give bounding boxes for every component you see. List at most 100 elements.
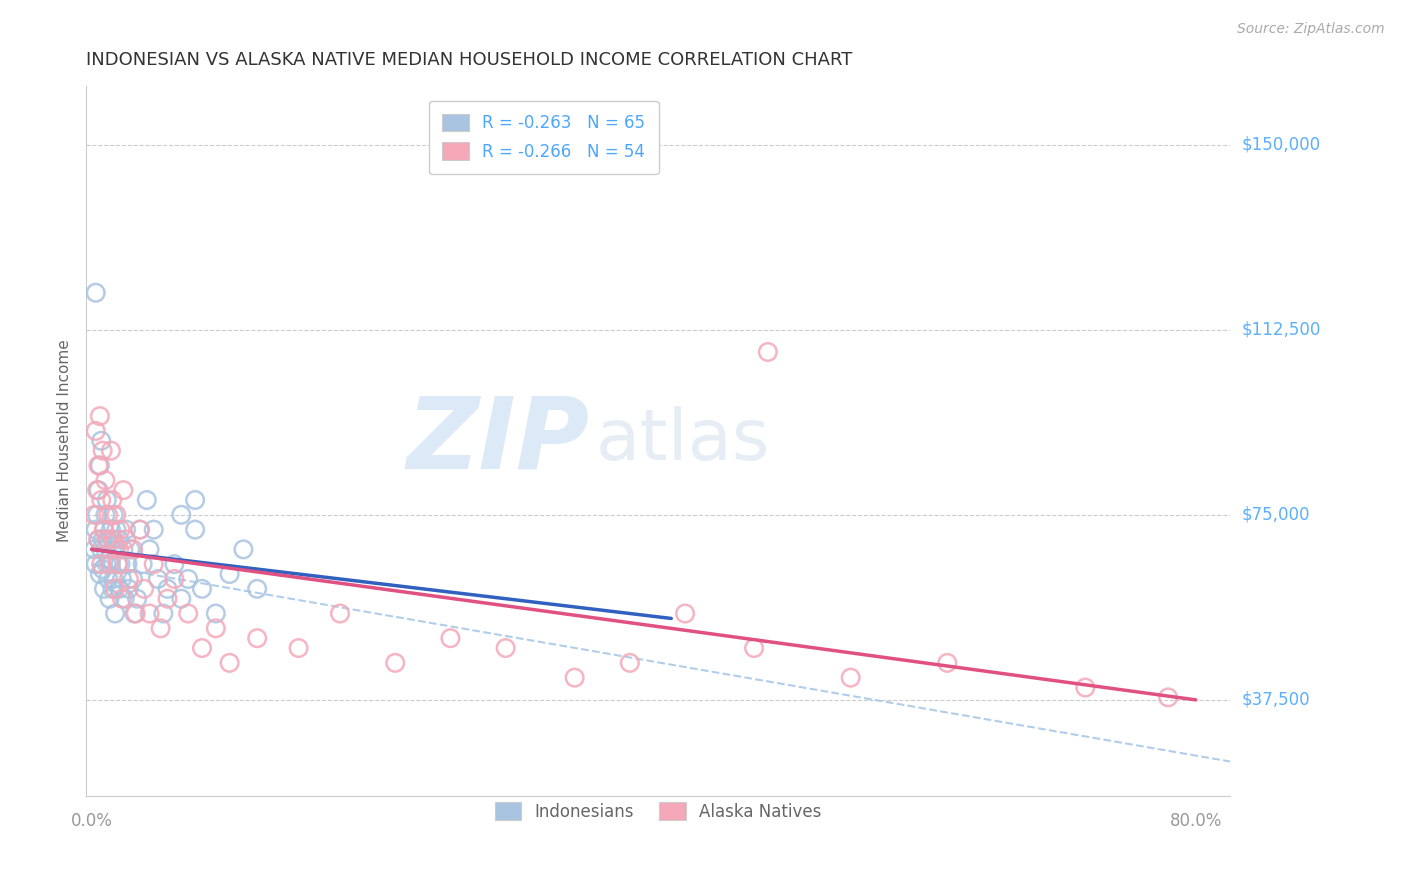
Point xyxy=(152,607,174,621)
Point xyxy=(204,621,226,635)
Point xyxy=(108,542,131,557)
Point xyxy=(184,493,207,508)
Point xyxy=(124,607,146,621)
Point xyxy=(84,523,107,537)
Text: ZIP: ZIP xyxy=(406,392,589,490)
Point xyxy=(84,424,107,438)
Point xyxy=(101,582,124,596)
Legend: Indonesians, Alaska Natives: Indonesians, Alaska Natives xyxy=(481,789,835,834)
Point xyxy=(108,533,131,547)
Point xyxy=(1074,681,1097,695)
Point xyxy=(117,557,139,571)
Point xyxy=(177,607,200,621)
Point xyxy=(98,591,121,606)
Point xyxy=(104,582,127,596)
Point xyxy=(118,582,141,596)
Point xyxy=(156,582,179,596)
Point xyxy=(93,582,115,596)
Point xyxy=(97,533,120,547)
Point xyxy=(91,443,114,458)
Point xyxy=(103,572,125,586)
Point xyxy=(138,542,160,557)
Point xyxy=(84,557,107,571)
Text: $75,000: $75,000 xyxy=(1241,506,1310,524)
Point xyxy=(112,483,135,497)
Point xyxy=(87,458,110,473)
Point xyxy=(105,508,128,522)
Point xyxy=(93,523,115,537)
Point xyxy=(100,443,122,458)
Point xyxy=(101,533,124,547)
Point xyxy=(108,582,131,596)
Text: INDONESIAN VS ALASKA NATIVE MEDIAN HOUSEHOLD INCOME CORRELATION CHART: INDONESIAN VS ALASKA NATIVE MEDIAN HOUSE… xyxy=(86,51,852,69)
Point xyxy=(89,458,111,473)
Point xyxy=(495,641,517,656)
Point xyxy=(170,591,193,606)
Point xyxy=(839,671,862,685)
Point xyxy=(87,533,110,547)
Point xyxy=(191,641,214,656)
Point xyxy=(93,523,115,537)
Point xyxy=(128,523,150,537)
Point xyxy=(84,285,107,300)
Point xyxy=(118,572,141,586)
Point xyxy=(384,656,406,670)
Point xyxy=(91,562,114,576)
Point xyxy=(131,557,153,571)
Point xyxy=(98,552,121,566)
Point xyxy=(329,607,352,621)
Point xyxy=(439,631,461,645)
Point xyxy=(94,508,117,522)
Point xyxy=(287,641,309,656)
Point xyxy=(177,572,200,586)
Point xyxy=(105,523,128,537)
Point xyxy=(127,591,149,606)
Point xyxy=(83,542,105,557)
Point xyxy=(742,641,765,656)
Point xyxy=(218,656,240,670)
Point xyxy=(100,557,122,571)
Point xyxy=(90,542,112,557)
Point xyxy=(100,523,122,537)
Point xyxy=(232,542,254,557)
Point xyxy=(90,557,112,571)
Point xyxy=(87,483,110,497)
Point xyxy=(86,483,108,497)
Point xyxy=(125,607,148,621)
Text: $150,000: $150,000 xyxy=(1241,136,1320,153)
Y-axis label: Median Household Income: Median Household Income xyxy=(58,340,72,542)
Point xyxy=(103,508,125,522)
Point xyxy=(204,607,226,621)
Point xyxy=(115,523,138,537)
Point xyxy=(89,567,111,582)
Point xyxy=(128,523,150,537)
Point xyxy=(111,591,134,606)
Point xyxy=(111,572,134,586)
Point xyxy=(94,473,117,487)
Point xyxy=(564,671,586,685)
Point xyxy=(107,557,129,571)
Point xyxy=(246,631,269,645)
Point xyxy=(96,557,118,571)
Point xyxy=(114,591,136,606)
Point xyxy=(170,508,193,522)
Point xyxy=(112,542,135,557)
Point xyxy=(122,542,145,557)
Point xyxy=(156,591,179,606)
Point xyxy=(86,508,108,522)
Text: $112,500: $112,500 xyxy=(1241,321,1320,339)
Point xyxy=(104,542,127,557)
Point xyxy=(936,656,959,670)
Point xyxy=(87,533,110,547)
Point xyxy=(142,557,165,571)
Point xyxy=(110,523,132,537)
Point xyxy=(90,434,112,448)
Point xyxy=(163,557,186,571)
Point xyxy=(103,533,125,547)
Point xyxy=(756,345,779,359)
Point xyxy=(97,508,120,522)
Point xyxy=(94,542,117,557)
Point xyxy=(191,582,214,596)
Point xyxy=(96,533,118,547)
Point xyxy=(146,572,169,586)
